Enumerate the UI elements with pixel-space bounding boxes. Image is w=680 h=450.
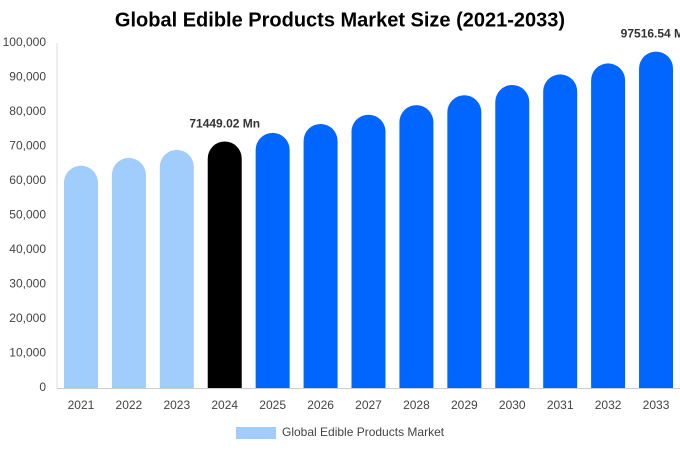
y-tick-label: 80,000 — [9, 104, 46, 118]
bar — [591, 63, 626, 388]
y-tick-label: 70,000 — [9, 139, 46, 153]
x-tick-label: 2030 — [499, 398, 526, 412]
x-tick-label: 2033 — [643, 398, 670, 412]
bar — [111, 157, 146, 388]
bar — [351, 114, 386, 388]
y-tick-label: 100,000 — [3, 35, 47, 49]
x-tick-label: 2025 — [259, 398, 286, 412]
x-tick-label: 2021 — [68, 398, 95, 412]
bar — [447, 95, 482, 388]
x-tick-label: 2026 — [307, 398, 334, 412]
x-tick-label: 2022 — [116, 398, 143, 412]
bar — [207, 141, 242, 388]
bar — [639, 51, 674, 389]
x-tick-label: 2032 — [595, 398, 622, 412]
legend-label: Global Edible Products Market — [282, 425, 445, 439]
data-label: 97516.54 Mn — [621, 27, 680, 41]
legend-swatch — [236, 427, 276, 439]
y-tick-label: 40,000 — [9, 242, 46, 256]
bar — [399, 105, 434, 389]
y-tick-label: 10,000 — [9, 346, 46, 360]
y-tick-label: 20,000 — [9, 311, 46, 325]
y-tick-label: 60,000 — [9, 173, 46, 187]
x-tick-label: 2029 — [451, 398, 478, 412]
x-tick-label: 2027 — [355, 398, 382, 412]
y-tick-label: 30,000 — [9, 277, 46, 291]
y-tick-label: 90,000 — [9, 70, 46, 84]
bar — [303, 123, 338, 388]
x-tick-label: 2031 — [547, 398, 574, 412]
chart-title: Global Edible Products Market Size (2021… — [115, 9, 565, 31]
x-tick-label: 2023 — [163, 398, 190, 412]
bar — [255, 132, 290, 388]
bar — [495, 84, 530, 388]
y-tick-label: 0 — [39, 380, 46, 394]
y-tick-label: 50,000 — [9, 208, 46, 222]
x-tick-label: 2028 — [403, 398, 430, 412]
bar — [63, 165, 98, 388]
x-tick-label: 2024 — [211, 398, 238, 412]
data-label: 71449.02 Mn — [189, 117, 260, 131]
bar — [159, 149, 194, 388]
bar — [543, 74, 578, 389]
